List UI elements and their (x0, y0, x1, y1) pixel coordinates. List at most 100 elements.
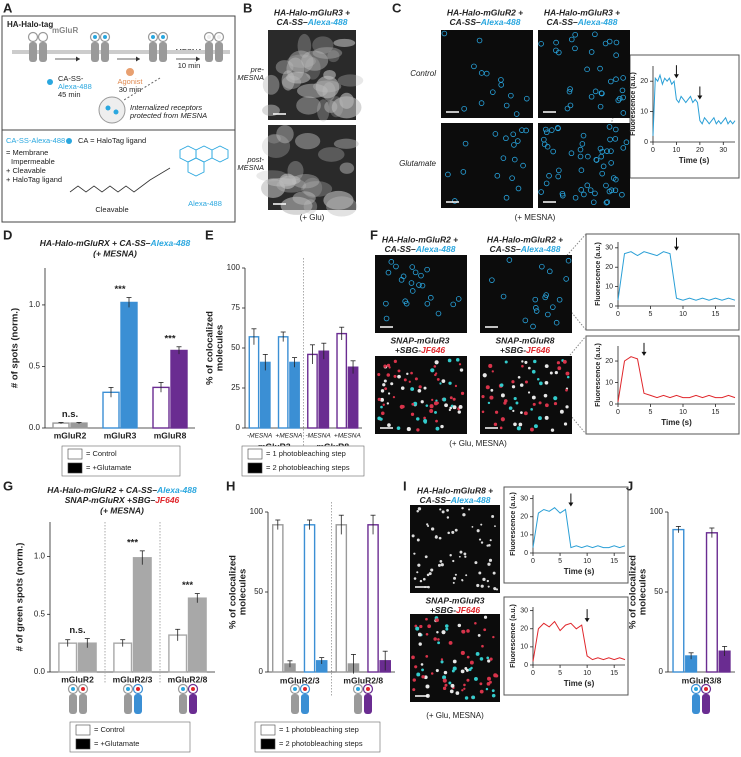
spot (435, 419, 438, 423)
blob (297, 33, 312, 58)
blob (331, 96, 362, 119)
panel-g-title: HA-Halo-mGluR2 + CA-SS–Alexa-488 SNAP-mG… (47, 485, 197, 515)
significance: n.s. (62, 409, 78, 420)
spot (471, 525, 474, 528)
blob (297, 83, 328, 99)
property: Impermeable (11, 157, 55, 166)
spot (431, 527, 435, 531)
receptor-body (205, 42, 213, 62)
spot (382, 383, 386, 387)
spot (572, 45, 578, 52)
spot (513, 111, 520, 117)
legend-swatch (75, 738, 91, 750)
spot (452, 659, 457, 664)
spot (386, 373, 391, 377)
y-tick-label: 0 (524, 662, 528, 669)
column-title: SNAP-mGluR3 (390, 335, 449, 345)
spot (584, 182, 591, 189)
spot (468, 508, 471, 511)
panel-letter: I (403, 478, 407, 493)
spot (392, 396, 396, 399)
spot (385, 269, 392, 276)
column-title: HA-Halo-mGluR3 + (544, 7, 620, 17)
title-part: CA-SS– (547, 17, 578, 27)
legend-probe: CA-SS-Alexa-488 (6, 136, 65, 145)
spot (479, 689, 484, 694)
spot (499, 426, 503, 430)
spot (523, 127, 529, 134)
spot (436, 378, 440, 381)
spot (427, 524, 430, 527)
title-part: +SBG- (500, 345, 526, 355)
x-tick-label: 15 (610, 558, 618, 565)
arrow-head (584, 618, 590, 623)
title-part: Alexa-488 (577, 17, 618, 27)
spot (424, 555, 428, 559)
x-tick-label: 10 (679, 311, 687, 318)
spot (530, 427, 534, 432)
spot (423, 675, 428, 680)
bar (120, 301, 138, 429)
y-axis-label: % of colocalized (205, 311, 216, 385)
spot (572, 31, 578, 38)
spot (451, 669, 455, 673)
title-part: HA-Halo-mGluRX + CA-SS– (40, 238, 151, 248)
spot (554, 371, 558, 375)
spot (419, 282, 426, 289)
y-tick-label: 0.5 (34, 609, 46, 618)
spot (423, 416, 426, 420)
micrograph (441, 30, 533, 118)
spot (620, 94, 626, 101)
spot (562, 359, 567, 364)
spot (584, 66, 590, 73)
micrograph (375, 255, 467, 333)
spot (387, 423, 391, 427)
spot (493, 587, 497, 591)
x-tick-label: 30 (719, 147, 727, 154)
y-tick-label: 0 (644, 139, 648, 146)
spot (543, 180, 550, 187)
image-bg (538, 30, 630, 118)
spot (443, 670, 448, 675)
spot (527, 391, 531, 394)
x-tick-label: 5 (558, 670, 562, 677)
spot (508, 406, 513, 410)
agonist-label: Agonist (117, 77, 143, 86)
arrow (123, 77, 161, 101)
spot (555, 173, 562, 180)
category-label: -MESNA (305, 433, 330, 440)
spot (579, 141, 586, 147)
spot (461, 689, 464, 692)
spot (442, 675, 447, 680)
spot (544, 364, 549, 369)
spot (603, 182, 609, 189)
spot (441, 510, 445, 514)
column-title: +SBG-JF646 (395, 345, 446, 355)
receptor-body (101, 42, 109, 62)
y-tick-label: 0 (609, 401, 613, 408)
spot (488, 543, 491, 547)
spot (416, 428, 420, 432)
spot (518, 422, 523, 427)
spot (400, 386, 405, 390)
spot (578, 187, 585, 193)
spot (492, 635, 495, 639)
spot (461, 105, 467, 112)
spot (460, 169, 467, 175)
category-label: +MESNA (334, 433, 361, 440)
x-axis-label: Time (s) (679, 156, 710, 165)
time-label: 30 min (119, 85, 142, 94)
spot (492, 571, 496, 575)
spot (613, 52, 619, 58)
y-tick-label: 20 (605, 264, 613, 271)
column-title: +SBG-JF646 (500, 345, 551, 355)
spot (489, 89, 496, 95)
spot (480, 523, 483, 526)
y-tick-label: 0 (259, 667, 264, 676)
x-tick-label: mGluR2 (61, 674, 94, 684)
spot (420, 400, 424, 404)
spot (521, 364, 524, 368)
blob (323, 69, 336, 80)
spot (520, 162, 526, 169)
spot (598, 153, 605, 160)
